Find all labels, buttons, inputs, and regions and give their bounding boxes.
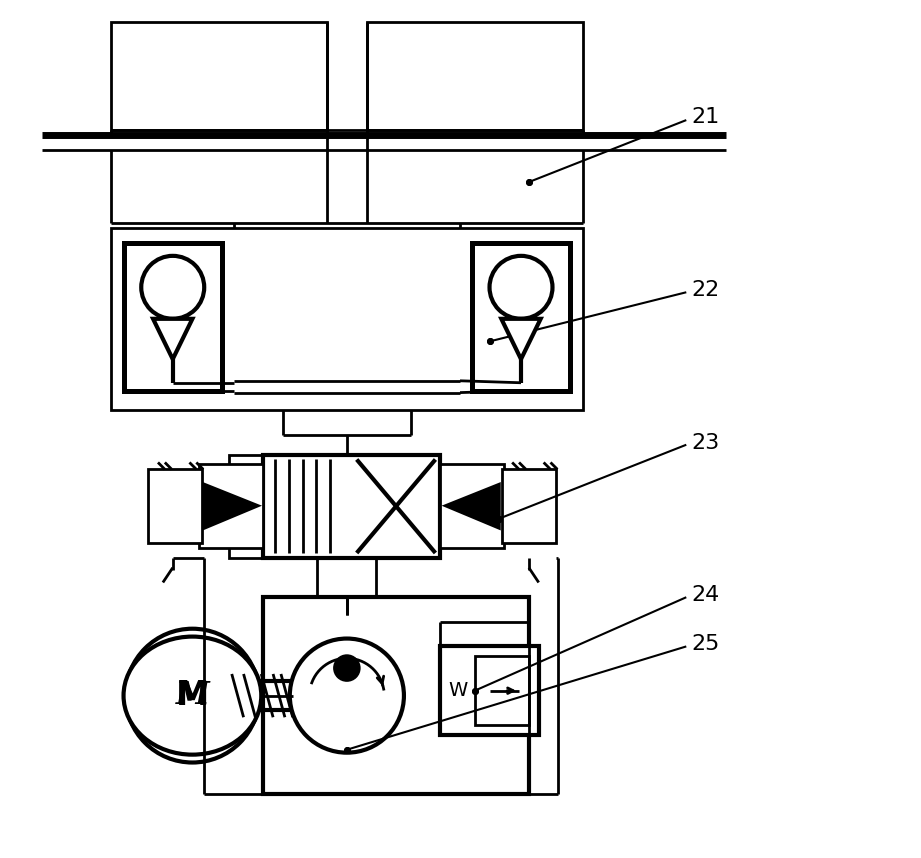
Circle shape bbox=[125, 629, 260, 763]
Text: 23: 23 bbox=[691, 432, 719, 453]
Polygon shape bbox=[153, 319, 192, 360]
Bar bbox=[352, 455, 440, 558]
Polygon shape bbox=[204, 484, 258, 529]
Bar bbox=[123, 243, 222, 390]
Bar bbox=[440, 646, 539, 735]
Bar bbox=[263, 455, 440, 558]
Bar bbox=[440, 464, 505, 548]
Bar bbox=[199, 464, 263, 548]
Circle shape bbox=[141, 256, 204, 319]
Text: 25: 25 bbox=[691, 634, 719, 655]
Polygon shape bbox=[501, 319, 541, 360]
Bar bbox=[263, 455, 352, 558]
Ellipse shape bbox=[123, 637, 262, 755]
Text: 22: 22 bbox=[691, 281, 719, 300]
Circle shape bbox=[490, 256, 553, 319]
Text: M: M bbox=[176, 680, 209, 711]
Bar bbox=[318, 455, 406, 558]
Text: 21: 21 bbox=[691, 107, 719, 127]
Bar bbox=[263, 597, 529, 794]
Bar bbox=[111, 21, 327, 130]
Bar bbox=[228, 455, 318, 558]
Text: W: W bbox=[449, 681, 468, 700]
Bar bbox=[474, 656, 529, 725]
Bar bbox=[472, 243, 570, 390]
Circle shape bbox=[333, 655, 361, 682]
Text: M: M bbox=[176, 680, 209, 712]
Bar bbox=[148, 469, 203, 543]
Polygon shape bbox=[445, 484, 499, 529]
Bar bbox=[367, 21, 583, 130]
Text: 24: 24 bbox=[691, 585, 719, 605]
Circle shape bbox=[290, 638, 404, 752]
Bar bbox=[502, 469, 556, 543]
Bar bbox=[111, 228, 583, 410]
